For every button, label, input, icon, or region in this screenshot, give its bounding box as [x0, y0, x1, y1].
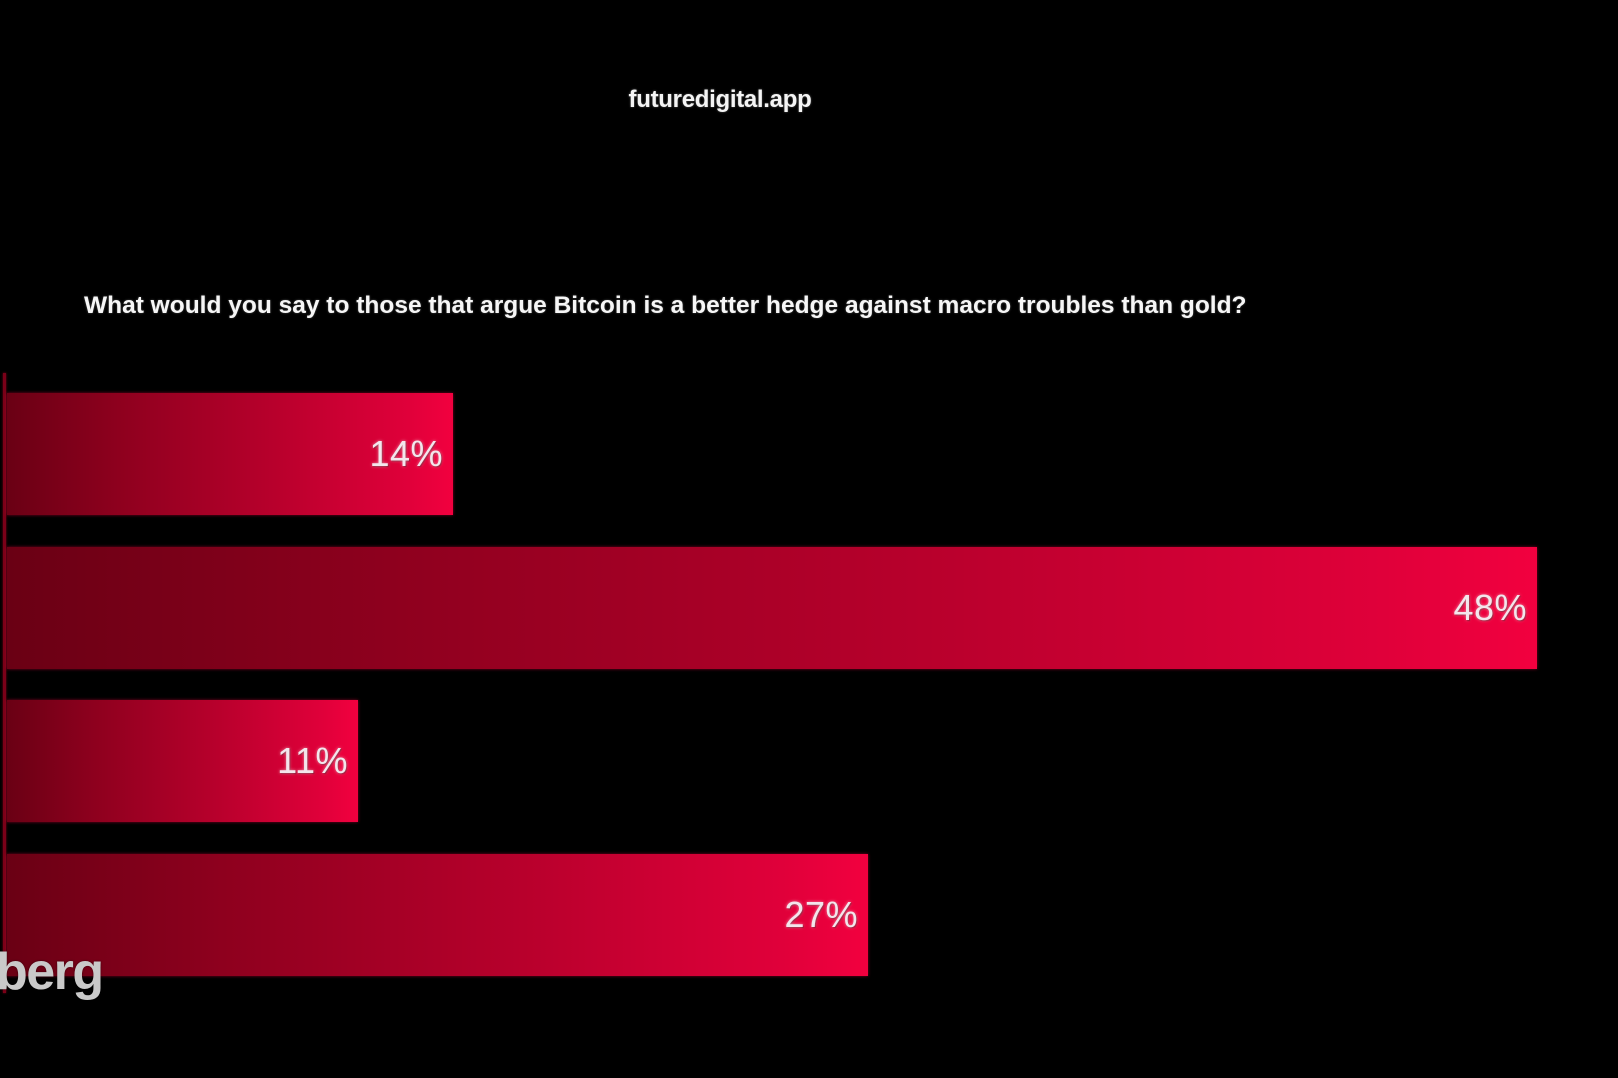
broadcaster-watermark: berg [0, 943, 104, 1001]
bar-value-label: 11% [277, 740, 348, 781]
bar-chart: 14% 48% 11% 27% [7, 0, 1607, 1078]
bar-value-label: 14% [369, 433, 443, 474]
bar-value-label: 48% [1453, 587, 1527, 628]
bar-option-4: 27% [7, 854, 868, 976]
chart-axis-line [3, 373, 6, 993]
source-label: futuredigital.app [628, 86, 812, 113]
bar-value-label: 27% [784, 894, 858, 935]
bar-option-2: 48% [7, 547, 1537, 669]
poll-question: What would you say to those that argue B… [84, 292, 1247, 319]
bar-option-1: 14% [7, 393, 453, 515]
bar-option-3: 11% [7, 700, 358, 822]
